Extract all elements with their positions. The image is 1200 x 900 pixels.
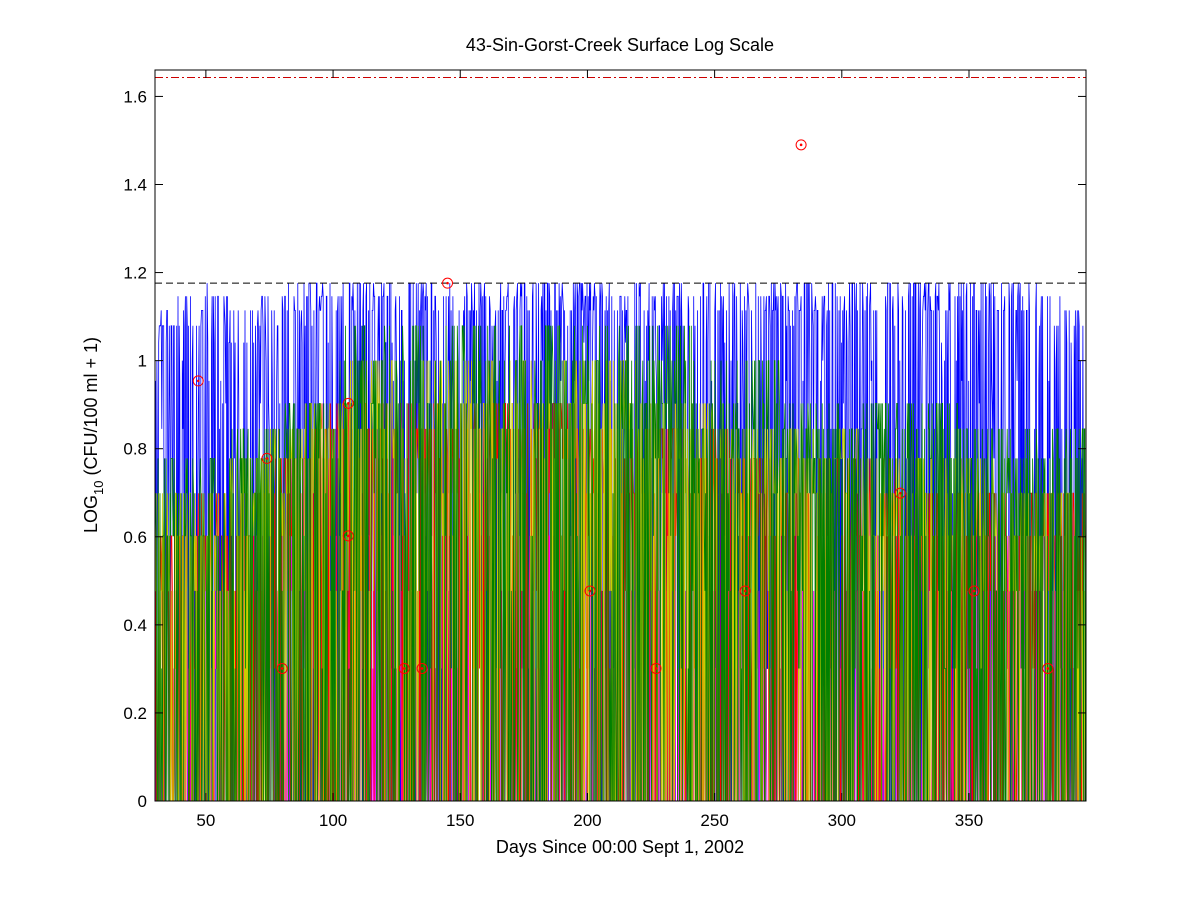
sample-marker — [398, 662, 410, 674]
sample-marker-dot — [743, 589, 747, 593]
sample-marker-ring — [968, 585, 980, 597]
y-tick-label: 1.2 — [123, 264, 147, 283]
reference-lines — [155, 76, 1086, 284]
y-tick-label: 1.6 — [123, 87, 147, 106]
sample-marker-ring — [650, 662, 662, 674]
sample-marker-dot — [347, 402, 350, 405]
sample-marker — [739, 585, 751, 597]
plot-frame — [154, 69, 1087, 802]
y-axis-label-prefix: LOG — [81, 495, 101, 533]
x-tick-label: 50 — [196, 811, 215, 830]
axis-ticks: 50 100 150 200 250 300 350 0 0.2 0.4 0.6 0.8 1 1.2 1.4… — [123, 70, 1086, 830]
sample-marker-ring — [342, 530, 354, 542]
y-axis-label-suffix: (CFU/100 ml + 1) — [81, 337, 101, 481]
sample-marker — [968, 585, 980, 597]
sample-marker-dot — [196, 379, 200, 383]
sample-marker-ring — [1042, 662, 1054, 674]
y-tick-label: 1.4 — [123, 175, 147, 194]
sample-marker-dot — [588, 589, 592, 593]
sample-marker-ring — [342, 397, 354, 409]
y-axis-label-subscript: 10 — [91, 481, 106, 495]
y-tick-label: 1 — [138, 352, 147, 371]
chart-title: 43-Sin-Gorst-Creek Surface Log Scale — [466, 35, 774, 55]
sample-marker-dot — [972, 589, 976, 593]
sample-marker — [416, 662, 428, 674]
sample-marker — [795, 139, 807, 151]
sample-marker-ring — [261, 452, 273, 464]
sample-marker-ring — [795, 139, 807, 151]
series-line-5 — [155, 325, 1086, 801]
sample-marker — [894, 487, 906, 499]
sample-marker-ring — [894, 487, 906, 499]
sample-marker-dot — [347, 534, 350, 538]
sample-marker — [1042, 662, 1054, 674]
y-tick-label: 0.2 — [123, 704, 147, 723]
sample-marker-ring — [416, 662, 428, 674]
sample-marker-ring — [584, 585, 596, 597]
sample-marker-ring — [398, 662, 410, 674]
sample-marker-dot — [1046, 667, 1050, 670]
sample-marker — [192, 375, 204, 387]
sample-marker-dot — [402, 667, 406, 670]
sample-marker-dot — [446, 281, 449, 285]
sample-marker — [261, 452, 273, 464]
x-axis-label: Days Since 00:00 Sept 1, 2002 — [496, 837, 744, 857]
sample-marker-dot — [799, 143, 803, 147]
sample-marker — [442, 277, 454, 289]
sample-marker — [276, 662, 288, 674]
sample-marker — [650, 662, 662, 674]
x-tick-label: 150 — [446, 811, 474, 830]
sample-marker-dot — [280, 667, 284, 670]
x-tick-label: 350 — [955, 811, 983, 830]
sample-marker — [584, 585, 596, 597]
y-axis-label: LOG10 (CFU/100 ml + 1) — [81, 337, 106, 533]
y-tick-label: 0.4 — [123, 616, 147, 635]
sample-marker-ring — [192, 375, 204, 387]
marker-layer — [192, 139, 1054, 674]
sample-marker-ring — [276, 662, 288, 674]
x-tick-label: 250 — [700, 811, 728, 830]
sample-marker — [342, 397, 354, 409]
x-tick-label: 300 — [828, 811, 856, 830]
sample-marker-dot — [654, 667, 658, 670]
sample-marker-dot — [420, 667, 424, 670]
sample-marker-ring — [739, 585, 751, 597]
sample-marker — [342, 530, 354, 542]
sample-marker-ring — [442, 277, 454, 289]
y-tick-label: 0.8 — [123, 440, 147, 459]
y-tick-label: 0.6 — [123, 528, 147, 547]
x-tick-label: 100 — [319, 811, 347, 830]
x-tick-label: 200 — [573, 811, 601, 830]
y-tick-label: 0 — [138, 792, 147, 811]
sample-marker-dot — [265, 457, 269, 460]
sample-marker-dot — [899, 491, 902, 495]
